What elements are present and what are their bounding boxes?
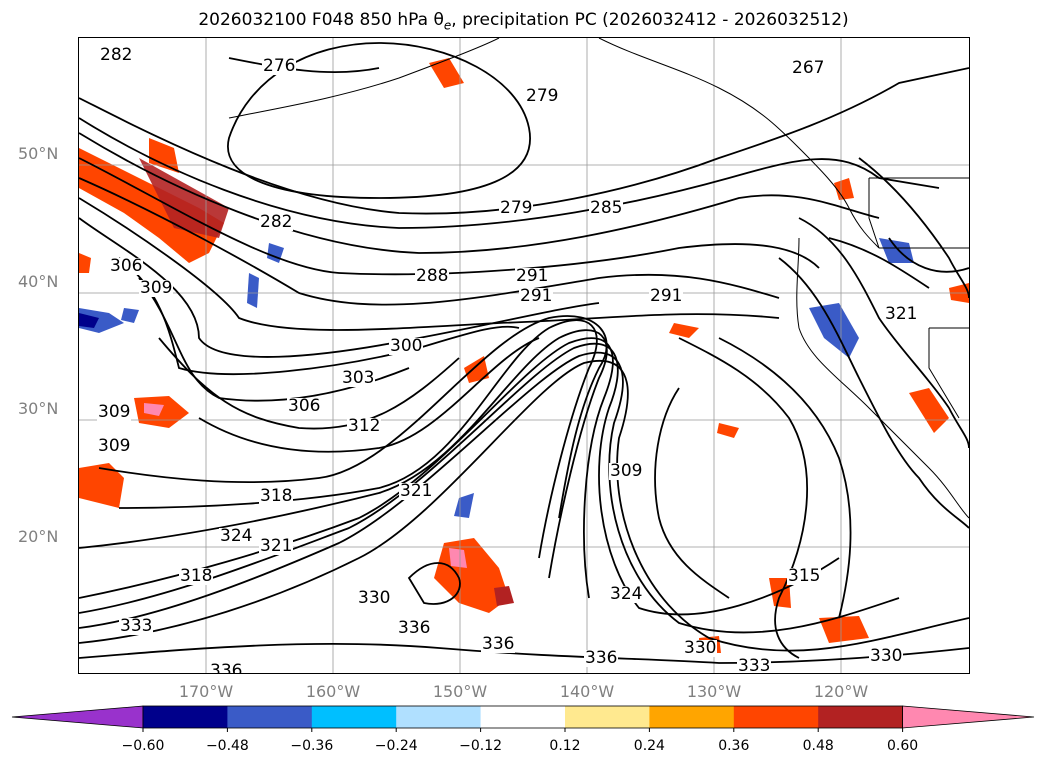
colorbar-bin — [396, 706, 482, 728]
page-title: 2026032100 F048 850 hPa θe, precipitatio… — [0, 10, 1047, 32]
lat-tick-label: 30°N — [18, 399, 59, 418]
contour-label: 321 — [884, 304, 919, 324]
colorbar-bin — [311, 706, 397, 728]
colorbar-bin — [227, 706, 313, 728]
contour-label: 300 — [389, 336, 424, 356]
contour-label: 321 — [399, 481, 434, 501]
lon-tick-label: 170°W — [178, 682, 234, 701]
contour-label: 336 — [209, 663, 244, 673]
contour-label: 309 — [139, 278, 174, 298]
contour-label: 324 — [609, 584, 644, 604]
colorbar-tick-label: −0.24 — [374, 738, 418, 754]
colorbar-tick-label: 0.12 — [549, 738, 581, 754]
colorbar-tick-label: 0.60 — [887, 738, 919, 754]
contour-label: 291 — [515, 266, 550, 286]
colorbar-bin — [818, 706, 904, 728]
colorbar-tick-label: −0.12 — [459, 738, 503, 754]
contour-label: 279 — [525, 86, 560, 106]
contour-label: 333 — [737, 656, 772, 673]
colorbar-bin — [480, 706, 566, 728]
lon-tick-label: 120°W — [813, 682, 869, 701]
colorbar-tick-label: 0.36 — [718, 738, 750, 754]
colorbar — [11, 705, 1035, 732]
contour-label: 312 — [347, 416, 382, 436]
contour-label: 291 — [649, 286, 684, 306]
lat-tick-label: 50°N — [18, 144, 59, 163]
lon-tick-label: 130°W — [686, 682, 742, 701]
contour-label: 330 — [683, 638, 718, 658]
contour-label: 282 — [259, 212, 294, 232]
lon-tick-label: 140°W — [559, 682, 615, 701]
colorbar-under-arrow — [11, 705, 144, 729]
contour-label: 330 — [357, 588, 392, 608]
colorbar-bin — [565, 706, 650, 728]
contour-label: 306 — [109, 256, 144, 276]
map-canvas[interactable]: 282 276 279 267 279 285 282 291 288 291 291 306 309 3… — [79, 38, 969, 673]
map-svg — [79, 38, 969, 673]
contour-label: 279 — [499, 198, 534, 218]
lat-tick-label: 20°N — [18, 527, 59, 546]
coastlines — [228, 38, 969, 519]
contour-label: 336 — [584, 648, 619, 668]
contour-label: 306 — [287, 396, 322, 416]
contour-label: 321 — [259, 536, 294, 556]
colorbar-bin — [143, 706, 228, 728]
contour-label: 315 — [787, 566, 822, 586]
contour-labels: 282 276 279 267 279 285 282 291 288 291 291 306 309 3… — [79, 38, 969, 673]
title-text: 2026032100 F048 850 hPa θ — [198, 10, 444, 30]
theta-e-contours — [79, 42, 969, 664]
contour-label: 267 — [791, 58, 826, 78]
contour-label: 288 — [415, 266, 450, 286]
lon-tick-label: 150°W — [432, 682, 488, 701]
colorbar-bin — [733, 706, 819, 728]
title-subscript: e — [443, 18, 452, 33]
contour-label: 282 — [99, 45, 134, 65]
contour-label: 309 — [609, 461, 644, 481]
colorbar-tick-label: 0.48 — [802, 738, 834, 754]
contour-label: 330 — [869, 646, 904, 666]
colorbar-tick-label: −0.60 — [121, 738, 165, 754]
lat-tick-label: 40°N — [18, 272, 59, 291]
title-suffix: , precipitation PC (2026032412 - 2026032… — [451, 10, 849, 30]
colorbar-tick-label: 0.24 — [633, 738, 665, 754]
contour-label: 333 — [119, 616, 154, 636]
contour-label: 318 — [259, 486, 294, 506]
colorbar-over-arrow — [902, 705, 1035, 729]
colorbar-tick-label: −0.48 — [205, 738, 249, 754]
colorbar-bin — [649, 706, 735, 728]
contour-label: 276 — [262, 56, 297, 76]
contour-label: 318 — [179, 566, 214, 586]
contour-label: 285 — [589, 198, 624, 218]
contour-label: 303 — [341, 368, 376, 388]
contour-label: 309 — [97, 436, 132, 456]
contour-label: 336 — [481, 634, 516, 654]
contour-label: 309 — [97, 402, 132, 422]
lon-tick-label: 160°W — [305, 682, 361, 701]
contour-label: 291 — [519, 286, 554, 306]
contour-label: 324 — [219, 526, 254, 546]
contour-label: 336 — [397, 618, 432, 638]
colorbar-tick-label: −0.36 — [290, 738, 334, 754]
